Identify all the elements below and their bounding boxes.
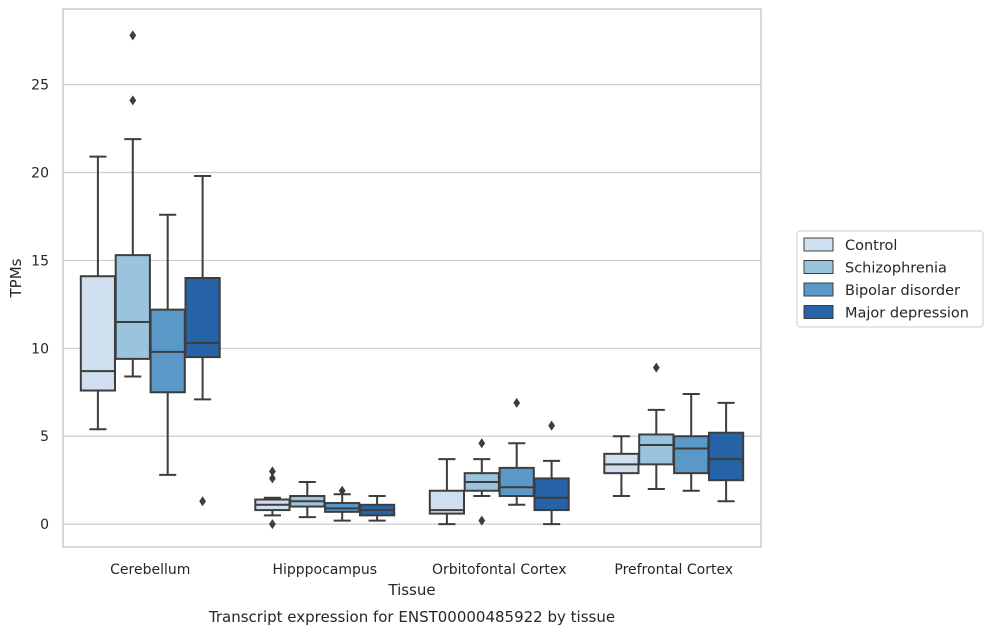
legend: Control Schizophrenia Bipolar disorder Majo… (796, 230, 984, 328)
box-control (603, 435, 640, 498)
legend-label: Schizophrenia (845, 261, 947, 277)
box-schizophrenia (289, 480, 326, 519)
legend-swatch (803, 282, 834, 297)
box-schizophrenia (114, 30, 151, 378)
box-major-depression (358, 495, 396, 522)
legend-swatch (803, 237, 834, 252)
outlier-point (652, 362, 660, 373)
outlier-point (269, 519, 276, 530)
outlier-point (129, 30, 137, 41)
box-bipolar-disorder (498, 397, 535, 506)
x-tick-labels: Cerebellum Hipppocampus Orbitofontal Corte… (110, 562, 733, 578)
outlier-point (338, 485, 346, 496)
box-body (184, 277, 221, 359)
y-tick-label: 0 (40, 517, 49, 533)
box-control (79, 155, 117, 431)
box-schizophrenia (638, 362, 675, 490)
legend-label: Control (845, 238, 897, 254)
outlier-point (269, 473, 276, 484)
y-axis-label: TPMs (7, 258, 25, 298)
x-tick-label: Cerebellum (110, 562, 190, 578)
y-tick-label: 5 (40, 429, 49, 445)
box-major-depression (184, 175, 221, 507)
x-axis-label: Tissue (387, 581, 435, 599)
legend-swatch (803, 260, 834, 274)
y-tick-label: 10 (31, 341, 49, 357)
box-body (638, 433, 675, 466)
y-tick-label: 15 (31, 253, 49, 269)
x-tick-label: Hipppocampus (272, 562, 377, 578)
outlier-point (269, 466, 276, 477)
legend-swatch (803, 305, 834, 319)
box-body (79, 275, 117, 392)
legend-label: Major depression (845, 306, 969, 322)
box-control (428, 458, 466, 526)
box-major-depression (533, 420, 570, 526)
legend-label: Bipolar disorder (845, 283, 960, 299)
x-tick-label: Prefrontal Cortex (614, 562, 733, 578)
box-body (114, 254, 151, 360)
box-body (428, 489, 466, 515)
box-control (254, 466, 291, 530)
box-body (498, 466, 535, 498)
outlier-point (548, 420, 555, 431)
box-major-depression (707, 401, 745, 503)
x-tick-label: Orbitofontal Cortex (432, 562, 567, 578)
box-body (533, 477, 570, 512)
chart-caption: Transcript expression for ENST0000048592… (208, 608, 615, 626)
y-tick-label: 20 (31, 166, 49, 182)
box-bipolar-disorder (149, 213, 186, 476)
outlier-point (478, 438, 486, 449)
box-bipolar-disorder (324, 485, 361, 522)
outlier-point (129, 95, 137, 106)
box-body (707, 431, 745, 482)
y-tick-labels: 0 5 10 15 20 25 (31, 78, 49, 534)
box-schizophrenia (463, 438, 500, 526)
box-plots (79, 30, 745, 530)
box-body (673, 435, 710, 475)
outlier-point (478, 515, 486, 526)
legend-frame (796, 230, 984, 328)
outlier-point (513, 397, 521, 408)
y-tick-label: 25 (31, 78, 49, 94)
box-bipolar-disorder (673, 393, 710, 492)
plot-frame (62, 8, 762, 548)
outlier-point (199, 496, 206, 507)
